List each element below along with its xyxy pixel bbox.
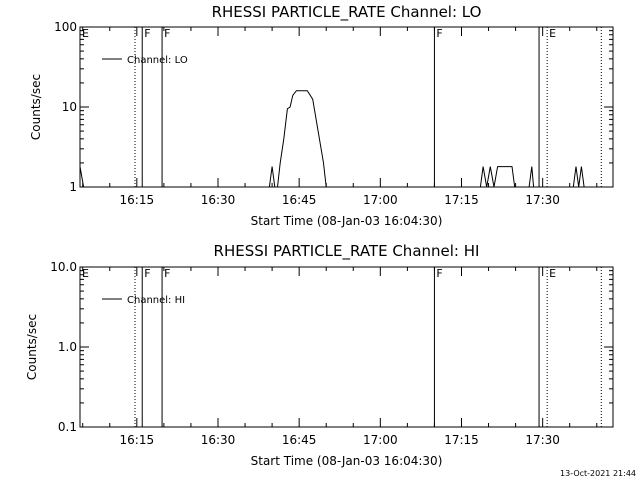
y-tick-label: 1 — [69, 180, 77, 194]
event-marker-label: E — [549, 267, 556, 280]
event-marker-label: F — [144, 267, 150, 280]
panel-hi: RHESSI PARTICLE_RATE Channel: HI 0.1 1.0 10… — [25, 242, 614, 468]
y-tick-label: 10.0 — [50, 260, 77, 274]
x-axis-label: Start Time (08-Jan-03 16:04:30) — [251, 214, 443, 228]
event-marker-label: E — [82, 27, 89, 40]
x-tick-label: 17:00 — [363, 433, 398, 447]
event-marker-label: E — [549, 27, 556, 40]
plot-frame — [79, 266, 614, 428]
x-axis-label: Start Time (08-Jan-03 16:04:30) — [251, 454, 443, 468]
x-tick-label: 17:30 — [525, 433, 560, 447]
x-tick-label: 17:15 — [444, 193, 479, 207]
event-marker-label: F — [164, 27, 170, 40]
legend-label: Channel: HI — [127, 295, 185, 306]
footer-timestamp: 13-Oct-2021 21:44 — [560, 469, 636, 478]
y-tick-label: 10 — [62, 100, 77, 114]
x-tick-label: 17:30 — [525, 193, 560, 207]
legend-label: Channel: LO — [127, 55, 188, 66]
plot-frame — [79, 26, 614, 188]
event-marker-label: E — [82, 267, 89, 280]
series-line-channel-lo — [79, 90, 585, 188]
chart-title: RHESSI PARTICLE_RATE Channel: HI — [214, 242, 480, 261]
event-marker-label: F — [164, 267, 170, 280]
x-tick-label: 17:00 — [363, 193, 398, 207]
panel-lo: RHESSI PARTICLE_RATE Channel: LO 1 10 100 16… — [29, 3, 614, 228]
x-tick-label: 16:45 — [282, 433, 317, 447]
event-marker-label: F — [436, 267, 442, 280]
y-tick-label: 0.1 — [58, 420, 77, 434]
x-tick-label: 16:45 — [282, 193, 317, 207]
y-axis-label: Counts/sec — [29, 74, 43, 140]
event-marker-label: F — [436, 27, 442, 40]
x-tick-label: 16:30 — [201, 193, 236, 207]
y-tick-label: 100 — [54, 20, 77, 34]
y-axis-label: Counts/sec — [25, 314, 39, 380]
event-marker-label: F — [144, 27, 150, 40]
x-tick-label: 16:15 — [120, 433, 155, 447]
x-tick-label: 16:15 — [120, 193, 155, 207]
x-tick-label: 17:15 — [444, 433, 479, 447]
chart-title: RHESSI PARTICLE_RATE Channel: LO — [212, 3, 482, 22]
x-tick-label: 16:30 — [201, 433, 236, 447]
y-tick-label: 1.0 — [58, 340, 77, 354]
